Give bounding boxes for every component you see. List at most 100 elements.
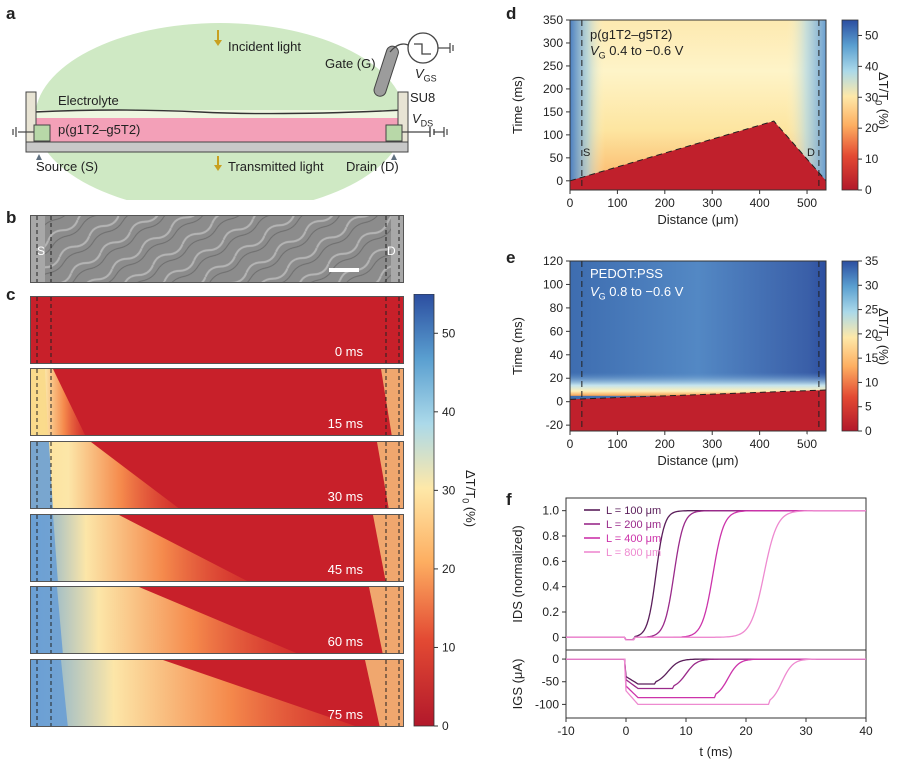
transmitted-light-label: Transmitted light [228,159,324,174]
legend-label: L = 100 μm [606,505,661,517]
colorbar-tick-label: 50 [865,28,879,42]
igs-series-line [566,658,866,706]
micrograph: S D [30,215,404,283]
bottom-plot-frame [565,649,867,719]
micrograph-d-label: D [387,244,396,258]
y-tick-label: 1.0 [542,504,559,518]
colorbar-tick-label: 10 [865,375,879,389]
colorbar-tick-label: 35 [865,255,879,268]
drain-electrode [385,124,403,142]
y-tick-label: 50 [550,151,564,165]
scale-bar [329,268,359,272]
polymer-label: p(g1T2–g5T2) [58,122,141,137]
polymer-layer [34,118,404,142]
x-tick-label: 30 [799,724,813,738]
drain-front [377,442,403,508]
y-tick-label: 60 [550,324,564,338]
x-tick-label: 10 [679,724,693,738]
gate-electrode [373,45,399,97]
y-tick-label: 0 [556,174,563,188]
colorbar-tick-label: 10 [865,152,879,166]
frame-time-label: 45 ms [327,562,363,577]
panel-e-voltage: VG 0.8 to −0.6 V [590,284,684,302]
unswitched-region [570,389,826,431]
y-tick-label: 350 [543,13,563,27]
colorbar-tick-label: 40 [442,405,456,419]
panel-d-d-label: D [807,147,815,159]
x-tick-label: 40 [859,724,873,738]
y-tick-label: 0 [552,652,559,666]
panel-d-material: p(g1T2–g5T2) [590,27,673,42]
ionic-front [31,515,248,581]
y-axis-label: Time (ms) [510,317,525,375]
incident-light-label: Incident light [228,39,301,54]
y-tick-label: 120 [543,255,563,268]
x-tick-label: 500 [797,437,817,451]
y-tick-label: 100 [543,277,563,291]
y-tick-label: 0.4 [542,580,559,594]
colorbar-c-label: ΔT/T0 (%) [460,470,478,528]
x-tick-label: 400 [750,196,770,210]
drain-label: Drain (D) [346,159,399,174]
ionic-front [31,442,179,508]
frame-time-label: 15 ms [327,416,363,431]
panel-label-d: d [506,4,517,23]
colorbar-d-label: ΔT/T0 (%) [873,72,891,130]
panel-label-f: f [506,490,512,509]
transmitted-arrow-icon [214,165,222,171]
frame-time-label: 60 ms [327,634,363,649]
panel-d-voltage: VG 0.4 to −0.6 V [590,43,684,61]
panel-e-s-label: S [586,432,594,444]
unswitched-region [570,121,826,190]
heatmap-d: 0 100 200 300 400 500050100150200250300350Dis… [510,13,879,227]
x-tick-label: 100 [607,196,627,210]
panel-label-e: e [506,248,516,267]
x-tick-label: 20 [739,724,753,738]
plot-frame [569,19,827,191]
x-tick-label: 300 [702,196,722,210]
y-tick-label: -50 [542,675,560,689]
frame-time-label: 75 ms [327,707,363,722]
y-tick-label: 300 [543,36,563,50]
bottom-y-axis-label: IGS (μA) [510,659,525,710]
colorbar-tick-label: 0 [865,424,872,438]
timelapse-frame: 60 ms [30,586,404,654]
heatmap-e: 0 100 200 300 400 500-20020406080100120Distan… [510,255,879,468]
x-tick-label: 0 [567,437,574,451]
panel-e-d-label: D [801,432,809,444]
y-tick-label: 20 [550,371,564,385]
panel-label-c: c [6,285,16,304]
vgs-label: VGS [415,66,437,84]
colorbar-tick-label: 30 [442,483,456,497]
panel-label-b: b [6,208,17,227]
timelapse-frame: 30 ms [30,441,404,509]
x-axis-label: t (ms) [699,744,732,759]
source-edge [31,587,63,653]
colorbar-tick-label: 20 [865,327,879,341]
ids-series-line [566,510,866,641]
substrate [25,141,409,153]
frame-time-label: 30 ms [327,489,363,504]
front-line [569,389,827,400]
y-tick-label: 150 [543,105,563,119]
igs-series-line [566,658,866,690]
frame-background [31,297,403,363]
legend-label: L = 200 μm [606,519,661,531]
electrolyte-label: Electrolyte [58,93,119,108]
drain-front [365,660,403,726]
igs-series-line [566,658,866,685]
x-tick-label: 300 [702,437,722,451]
source-edge [570,20,605,190]
panel-e-material: PEDOT:PSS [590,266,663,281]
colorbar-tick-label: 0 [865,183,872,197]
su8-label: SU8 [410,90,436,105]
colorbar-tick-label: 25 [865,303,879,317]
x-tick-label: 400 [750,437,770,451]
x-tick-label: 200 [655,196,675,210]
colorbar-tick-label: 10 [442,640,456,654]
colorbar-tick-label: 30 [865,90,879,104]
source-edge [31,369,48,435]
y-axis-label: Time (ms) [510,76,525,134]
colorbar-tick-label: 30 [865,278,879,292]
y-tick-label: 0 [552,630,559,644]
